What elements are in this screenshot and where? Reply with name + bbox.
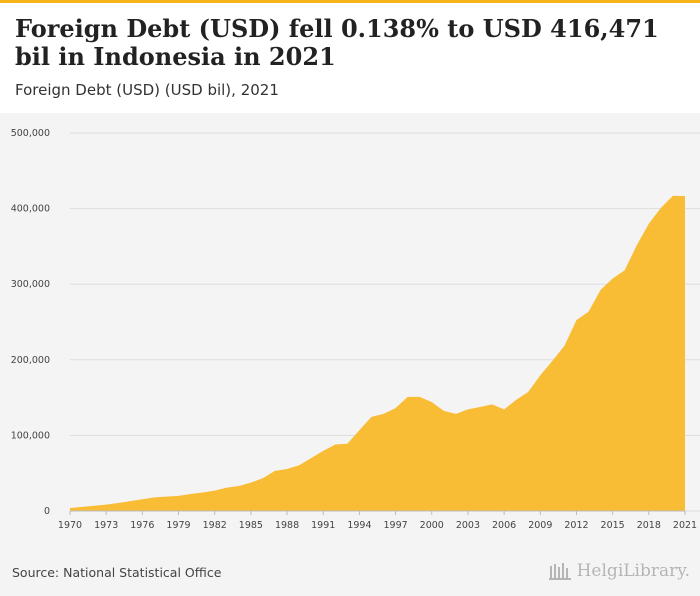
x-tick-label: 2021 (673, 520, 697, 531)
series-area-layer (70, 195, 685, 512)
x-axis-tick-labels: 1970 1973 1976 1979 1982 1985 1988 1991 1994 1997… (58, 510, 697, 531)
x-tick-label: 2000 (420, 520, 444, 531)
x-tick-label: 1982 (203, 520, 227, 531)
chart-title: Foreign Debt (USD) fell 0.138% to USD 41… (15, 14, 659, 71)
chart-footer: Source: National Statistical Office Helg… (0, 553, 700, 596)
foreign-debt-area (70, 195, 685, 512)
x-tick-label: 2006 (492, 520, 516, 531)
x-tick-label: 1988 (275, 520, 299, 531)
x-tick-label: 1979 (166, 520, 190, 531)
y-tick-label: 300,000 (11, 279, 50, 290)
x-tick-label: 2012 (564, 520, 588, 531)
x-tick-label: 2018 (637, 520, 661, 531)
brand-name: HelgiLibrary. (576, 561, 690, 581)
y-tick-label: 0 (44, 506, 50, 517)
x-tick-label: 1976 (130, 520, 154, 531)
x-tick-label: 2009 (528, 520, 552, 531)
y-tick-label: 100,000 (11, 430, 50, 441)
x-tick-label: 2003 (456, 520, 480, 531)
x-tick-label: 1994 (347, 520, 371, 531)
area-chart: 0 100,000 200,000 300,000 400,000 500,000 197… (11, 128, 700, 531)
chart-header: Foreign Debt (USD) fell 0.138% to USD 41… (0, 3, 700, 113)
x-tick-label: 1997 (383, 520, 407, 531)
y-tick-label: 200,000 (11, 355, 50, 366)
x-tick-label: 1985 (239, 520, 263, 531)
x-tick-label: 1970 (58, 520, 82, 531)
chart-subtitle: Foreign Debt (USD) (USD bil), 2021 (15, 81, 279, 99)
library-columns-icon (548, 563, 571, 580)
top-accent-bar (0, 0, 700, 3)
brand-logo: HelgiLibrary. (548, 561, 690, 581)
x-tick-label: 1973 (94, 520, 118, 531)
x-tick-label: 2015 (601, 520, 625, 531)
y-tick-label: 400,000 (11, 204, 50, 215)
y-axis-tick-labels: 0 100,000 200,000 300,000 400,000 500,000 (11, 128, 50, 517)
x-tick-label: 1991 (311, 520, 335, 531)
y-tick-label: 500,000 (11, 128, 50, 139)
source-note: Source: National Statistical Office (12, 565, 222, 580)
